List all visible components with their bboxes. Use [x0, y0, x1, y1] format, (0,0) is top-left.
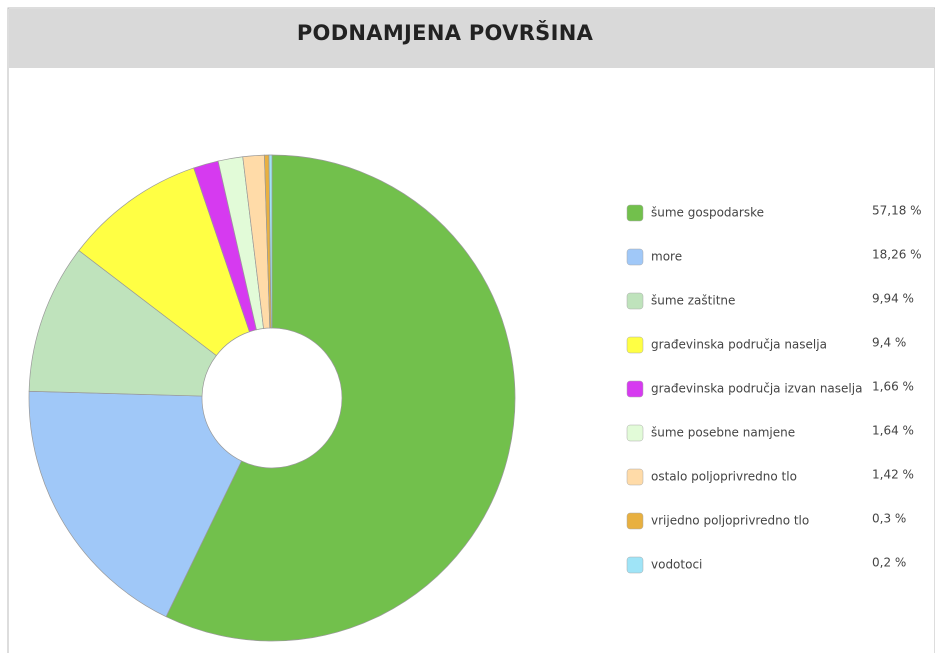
legend-value: 0,3 %: [872, 512, 906, 526]
legend-label: šume zaštitne: [651, 294, 735, 308]
slice: [165, 154, 516, 642]
legend-value: 1,66 %: [872, 380, 914, 394]
legend-swatch: [626, 468, 644, 486]
legend-swatch: [626, 336, 644, 354]
legend-swatch: [626, 556, 644, 574]
header: [9, 9, 935, 68]
slice: [78, 167, 250, 357]
legend-label: vodotoci: [651, 558, 702, 572]
legend-label: građevinska područja izvan naselja: [651, 382, 862, 396]
legend-swatch: [626, 204, 644, 222]
legend-value: 0,2 %: [872, 556, 906, 570]
chart-title: PODNAMJENA POVRŠINA: [297, 20, 594, 45]
legend-label: šume gospodarske: [651, 206, 764, 220]
legend-swatch: [626, 292, 644, 310]
legend-value: 57,18 %: [872, 204, 922, 218]
slice: [28, 390, 242, 618]
legend-label: ostalo poljoprivredno tlo: [651, 470, 797, 484]
legend-label: šume posebne namjene: [651, 426, 795, 440]
legend-swatch: [626, 248, 644, 266]
legend-label: vrijedno poljoprivredno tlo: [651, 514, 809, 528]
legend-value: 9,94 %: [872, 292, 914, 306]
slice: [268, 154, 273, 329]
legend-swatch: [626, 512, 644, 530]
legend-value: 1,64 %: [872, 424, 914, 438]
legend-swatch: [626, 380, 644, 398]
slice: [28, 250, 217, 397]
legend-value: 18,26 %: [872, 248, 922, 262]
legend-label: more: [651, 250, 682, 264]
legend-swatch: [626, 424, 644, 442]
legend-value: 1,42 %: [872, 468, 914, 482]
legend-label: građevinska područja naselja: [651, 338, 827, 352]
legend-value: 9,4 %: [872, 336, 906, 350]
